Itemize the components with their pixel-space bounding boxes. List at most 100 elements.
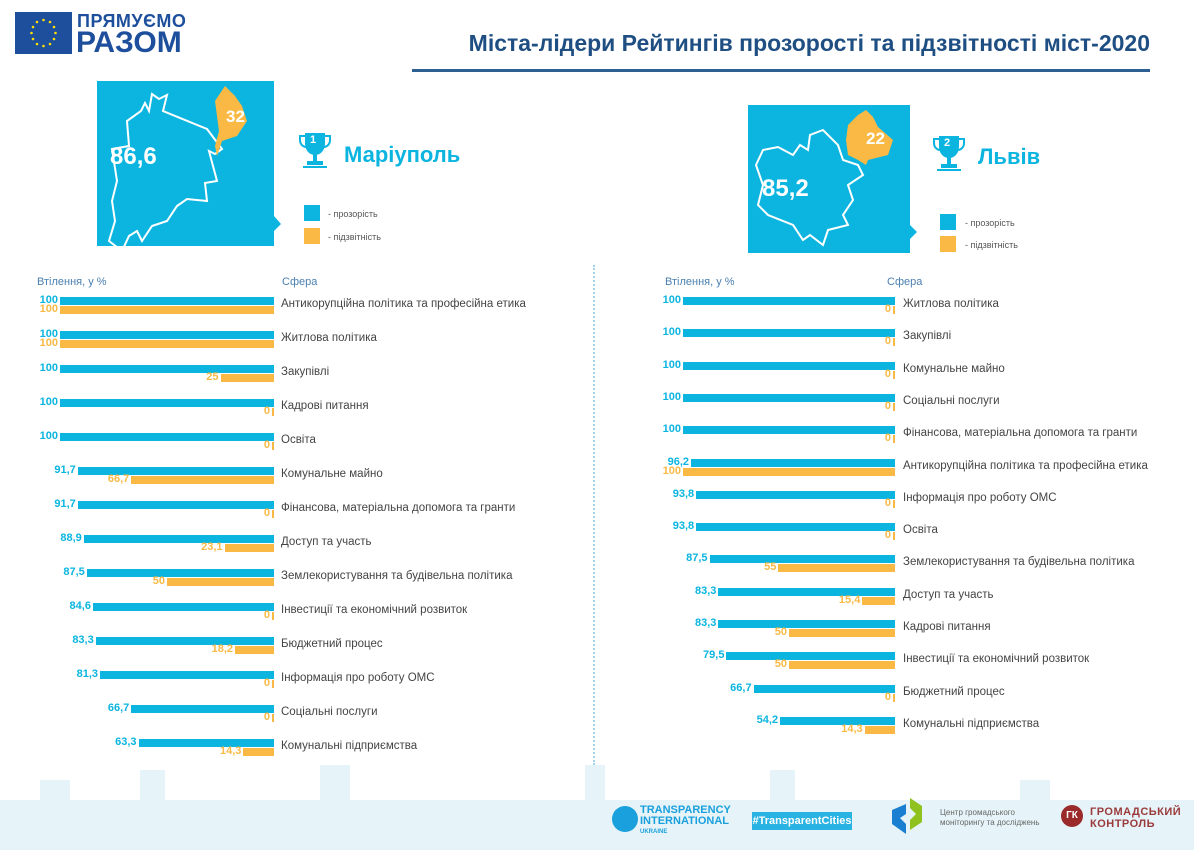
value-label-transparency: 96,2: [667, 456, 690, 468]
skyline-building: [585, 765, 605, 850]
value-label-transparency: 93,8: [672, 488, 695, 500]
bar-accountability: [893, 338, 895, 346]
category-label: Фінансова, матеріальна допомога та грант…: [281, 502, 516, 514]
legend-label: - прозорість: [328, 209, 378, 219]
category-label: Доступ та участь: [903, 589, 994, 601]
bar-transparency: [60, 365, 274, 373]
bar-accountability: [862, 597, 895, 605]
category-label: Закупівлі: [281, 366, 330, 378]
category-label: Освіта: [903, 524, 938, 536]
category-label: Антикорупційна політика та професійна ет…: [903, 460, 1148, 472]
legend-swatch-transparency: [940, 214, 956, 230]
bar-accountability: [789, 629, 895, 637]
bar-transparency: [83, 535, 274, 543]
rank-number: 1: [310, 134, 317, 146]
value-label-accountability: 55: [764, 561, 777, 573]
category-label: Закупівлі: [903, 330, 952, 342]
city-name: Львів: [978, 144, 1041, 169]
bar-transparency: [60, 331, 274, 339]
category-label: Бюджетний процес: [903, 686, 1005, 698]
category-label: Землекористування та будівельна політика: [903, 556, 1135, 568]
category-label: Інвестиції та економічний розвиток: [903, 653, 1090, 665]
value-label-accountability: 50: [152, 575, 165, 587]
transparency-international-logo: [612, 806, 638, 832]
bar-transparency: [683, 329, 895, 337]
legend-swatch-accountability: [940, 236, 956, 252]
value-label-accountability: 0: [884, 368, 891, 380]
bar-accountability: [893, 306, 895, 314]
value-label-transparency: 87,5: [686, 552, 708, 564]
value-label-accountability: 0: [884, 529, 891, 541]
category-label: Житлова політика: [903, 298, 999, 310]
value-label-transparency: 88,9: [60, 532, 82, 544]
accountability-score: 32: [226, 107, 245, 126]
value-label-accountability: 0: [884, 400, 891, 412]
bar-accountability: [272, 714, 274, 722]
category-label: Комунальні підприємства: [903, 718, 1040, 730]
category-label: Інвестиції та економічний розвиток: [281, 604, 468, 616]
bar-accountability: [60, 306, 274, 314]
bar-accountability: [220, 374, 274, 382]
value-label-accountability: 0: [884, 691, 891, 703]
category-header: Сфера: [887, 276, 923, 288]
city-name: Маріуполь: [344, 142, 461, 167]
bar-accountability: [243, 748, 274, 756]
logo-text: ПРЯМУЄМО: [77, 11, 187, 31]
value-label-transparency: 79,5: [703, 649, 725, 661]
bar-transparency: [691, 459, 895, 467]
page-title: Міста-лідери Рейтингів прозорості та під…: [468, 30, 1150, 56]
category-label: Кадрові питання: [281, 400, 369, 412]
bar-accountability: [864, 726, 895, 734]
bar-accountability: [272, 510, 274, 518]
bar-accountability: [235, 646, 274, 654]
category-label: Фінансова, матеріальна допомога та грант…: [903, 427, 1138, 439]
bar-accountability: [893, 694, 895, 702]
bar-transparency: [100, 671, 274, 679]
value-label-accountability: 100: [39, 337, 58, 349]
category-label: Землекористування та будівельна політика: [281, 570, 513, 582]
bar-transparency: [77, 501, 274, 509]
bar-accountability: [224, 544, 274, 552]
bar-accountability: [893, 500, 895, 508]
value-label-transparency: 100: [662, 391, 681, 403]
ti-line: INTERNATIONAL: [640, 815, 730, 827]
value-label-accountability: 100: [39, 303, 58, 315]
bar-transparency: [95, 637, 274, 645]
bar-transparency: [683, 394, 895, 402]
bar-transparency: [138, 739, 274, 747]
value-label-accountability: 50: [774, 658, 787, 670]
gk-logo: ГК: [1061, 805, 1083, 827]
value-label-accountability: 0: [263, 609, 270, 621]
bar-accountability: [272, 680, 274, 688]
category-label: Соціальні послуги: [281, 706, 378, 718]
bar-transparency: [753, 685, 895, 693]
value-label-accountability: 66,7: [107, 473, 130, 485]
value-label-accountability: 0: [263, 439, 270, 451]
category-label: Соціальні послуги: [903, 395, 1000, 407]
accountability-score: 22: [866, 129, 885, 148]
value-label-transparency: 84,6: [69, 600, 91, 612]
category-label: Освіта: [281, 434, 316, 446]
value-label-transparency: 83,3: [694, 617, 717, 629]
bar-transparency: [60, 297, 274, 305]
cgm-line: Центр громадського: [940, 808, 1015, 817]
bar-transparency: [683, 426, 895, 434]
bar-accountability: [789, 661, 895, 669]
value-label-accountability: 0: [263, 507, 270, 519]
title-underline: [412, 69, 1150, 72]
trophy-icon: 2: [932, 134, 966, 172]
bar-transparency: [77, 467, 274, 475]
bar-accountability: [893, 532, 895, 540]
bar-accountability: [893, 371, 895, 379]
value-label-accountability: 15,4: [838, 594, 861, 606]
category-label: Кадрові питання: [903, 621, 991, 633]
rank-number: 2: [944, 137, 951, 149]
value-label-transparency: 81,3: [76, 668, 99, 680]
category-label: Інформація про роботу ОМС: [903, 492, 1057, 504]
legend-label: - підзвітність: [965, 240, 1018, 250]
divider: [593, 265, 595, 765]
value-label-transparency: 100: [662, 294, 681, 306]
value-label-accountability: 0: [884, 303, 891, 315]
bar-accountability: [167, 578, 274, 586]
